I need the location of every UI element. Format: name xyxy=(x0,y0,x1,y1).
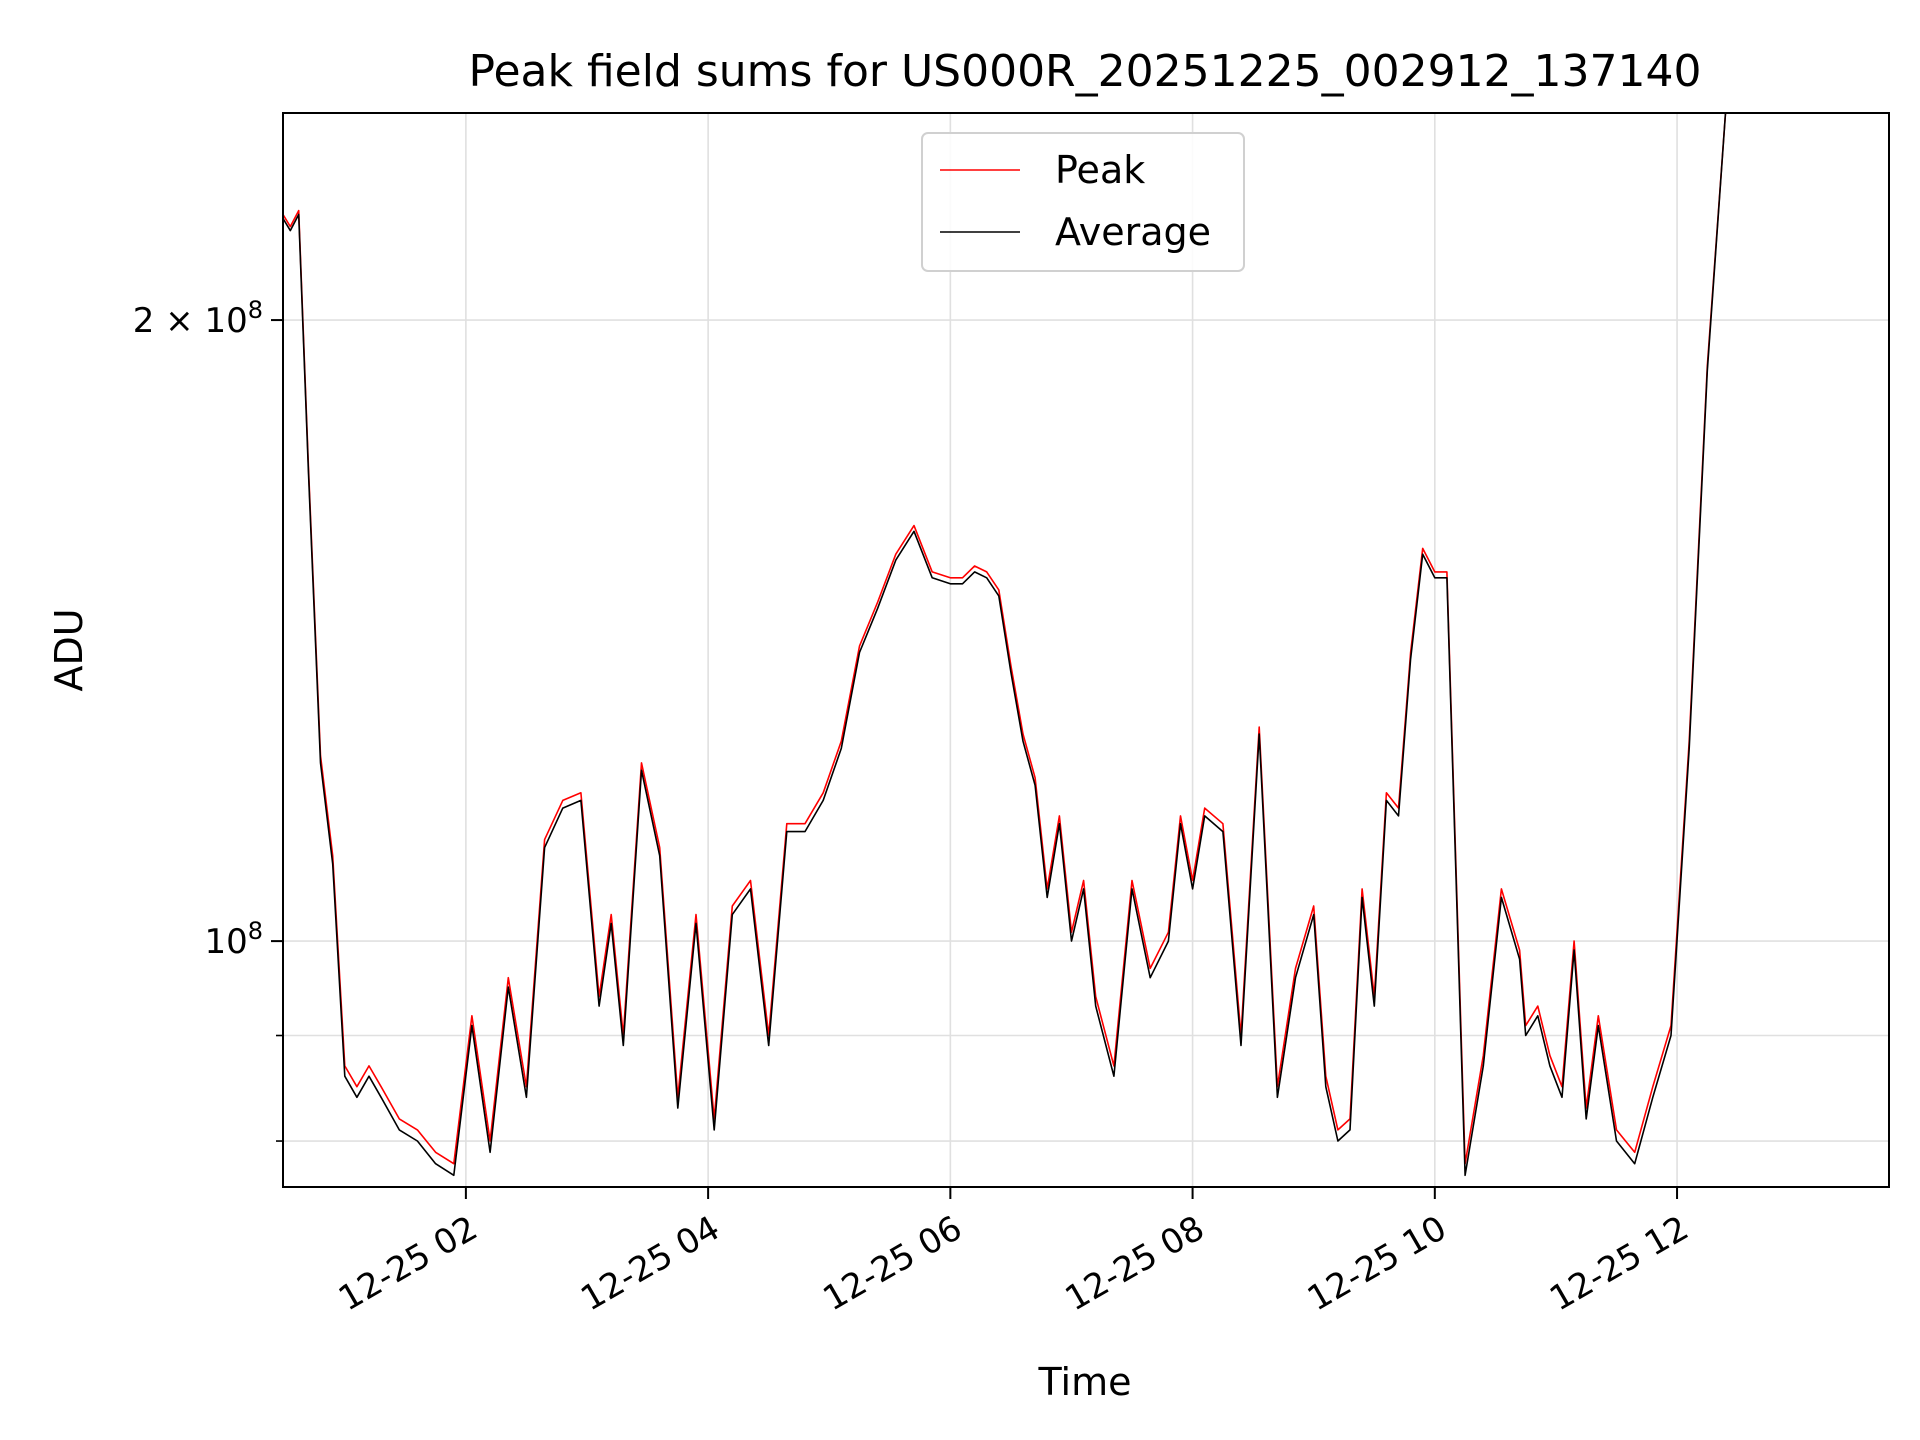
chart-title: Peak field sums for US000R_20251225_0029… xyxy=(468,46,1701,97)
plot-area-frame xyxy=(282,112,1890,1188)
y-axis-label: ADU xyxy=(47,608,91,691)
legend: Peak Average xyxy=(921,132,1245,272)
series-layer xyxy=(283,113,1883,1177)
legend-label-average: Average xyxy=(1055,210,1211,254)
y-tick-label: 108 xyxy=(204,917,263,962)
legend-box xyxy=(921,132,1245,272)
grid xyxy=(283,113,1889,1187)
series-line-average xyxy=(283,113,1883,1177)
y-tick-label: 2 × 108 xyxy=(133,296,263,341)
x-axis-label: Time xyxy=(1038,1360,1132,1404)
legend-label-peak: Peak xyxy=(1055,148,1145,192)
